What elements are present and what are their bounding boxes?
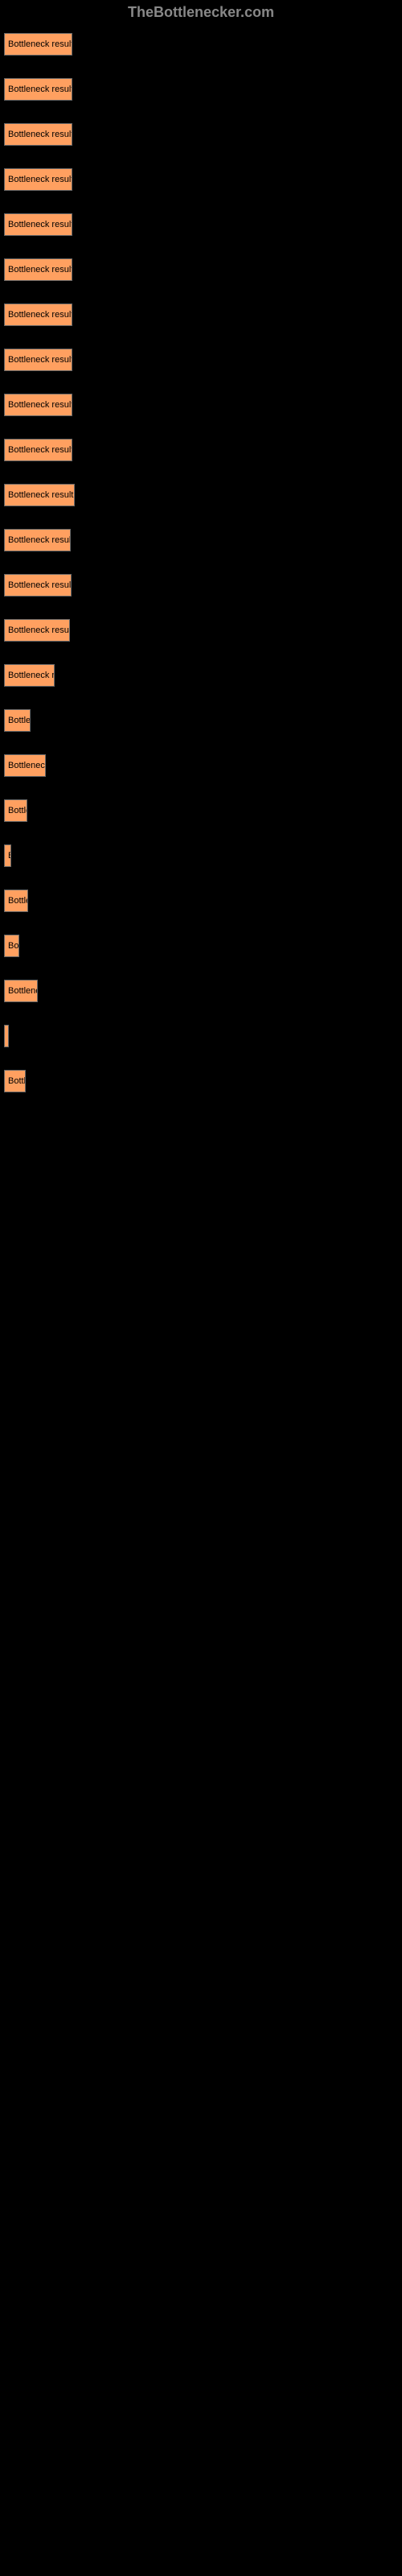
bar-row: Bottleneck result: [4, 709, 398, 732]
bottleneck-bar: Bottleneck result: [4, 890, 28, 912]
bottleneck-bar: Bottleneck result: [4, 33, 72, 56]
bar-row: Bottleneck result: [4, 78, 398, 101]
bottleneck-bar: Bottleneck result: [4, 349, 72, 371]
bottleneck-bar: Bottleneck result: [4, 574, 72, 597]
bottleneck-bar: Bottleneck result: [4, 529, 71, 551]
bar-row: Bottleneck result: [4, 574, 398, 597]
bar-row: Bottleneck result: [4, 258, 398, 281]
bottleneck-bar: Bottleneck result: [4, 935, 19, 957]
bar-row: Bottleneck result: [4, 33, 398, 56]
bottleneck-bar: Bottleneck result: [4, 1070, 26, 1092]
bottleneck-bar: Bottleneck result: [4, 980, 38, 1002]
bar-chart: Bottleneck result Bottleneck result Bottle…: [0, 25, 402, 1123]
bottleneck-bar: Bottleneck result: [4, 484, 75, 506]
bottleneck-bar: Bottleneck result: [4, 619, 70, 642]
bar-row: Bottleneck result: [4, 890, 398, 912]
bar-row: Bottleneck result: [4, 529, 398, 551]
bottleneck-bar: Bottleneck result: [4, 754, 46, 777]
bottleneck-bar: Bottleneck result: [4, 258, 72, 281]
bar-row: Bottleneck result: [4, 844, 398, 867]
bar-row: Bottleneck result: [4, 1025, 398, 1047]
bar-row: Bottleneck result: [4, 213, 398, 236]
bar-row: Bottleneck result: [4, 123, 398, 146]
bottleneck-bar: Bottleneck result: [4, 213, 72, 236]
bar-row: Bottleneck result: [4, 394, 398, 416]
bottleneck-bar: Bottleneck result: [4, 799, 27, 822]
bar-row: Bottleneck result: [4, 1070, 398, 1092]
bottleneck-bar: Bottleneck result: [4, 844, 11, 867]
bar-row: Bottleneck result: [4, 754, 398, 777]
bar-row: Bottleneck result: [4, 484, 398, 506]
bottleneck-bar: Bottleneck result: [4, 394, 72, 416]
bottleneck-bar: Bottleneck result: [4, 709, 31, 732]
bar-row: Bottleneck result: [4, 799, 398, 822]
bar-row: Bottleneck result: [4, 303, 398, 326]
bottleneck-bar: Bottleneck result: [4, 303, 72, 326]
bottleneck-bar: Bottleneck result: [4, 123, 72, 146]
bar-row: Bottleneck result: [4, 980, 398, 1002]
bottleneck-bar: Bottleneck result: [4, 439, 72, 461]
bottleneck-bar: Bottleneck result: [4, 78, 72, 101]
bottleneck-bar: Bottleneck result: [4, 664, 55, 687]
bar-row: Bottleneck result: [4, 349, 398, 371]
bar-row: Bottleneck result: [4, 664, 398, 687]
bar-row: Bottleneck result: [4, 439, 398, 461]
site-header: TheBottlenecker.com: [0, 0, 402, 25]
bottleneck-bar: Bottleneck result: [4, 168, 72, 191]
bottleneck-bar: Bottleneck result: [4, 1025, 9, 1047]
bar-row: Bottleneck result: [4, 168, 398, 191]
bar-row: Bottleneck result: [4, 619, 398, 642]
site-title: TheBottlenecker.com: [128, 4, 274, 20]
bar-row: Bottleneck result: [4, 935, 398, 957]
